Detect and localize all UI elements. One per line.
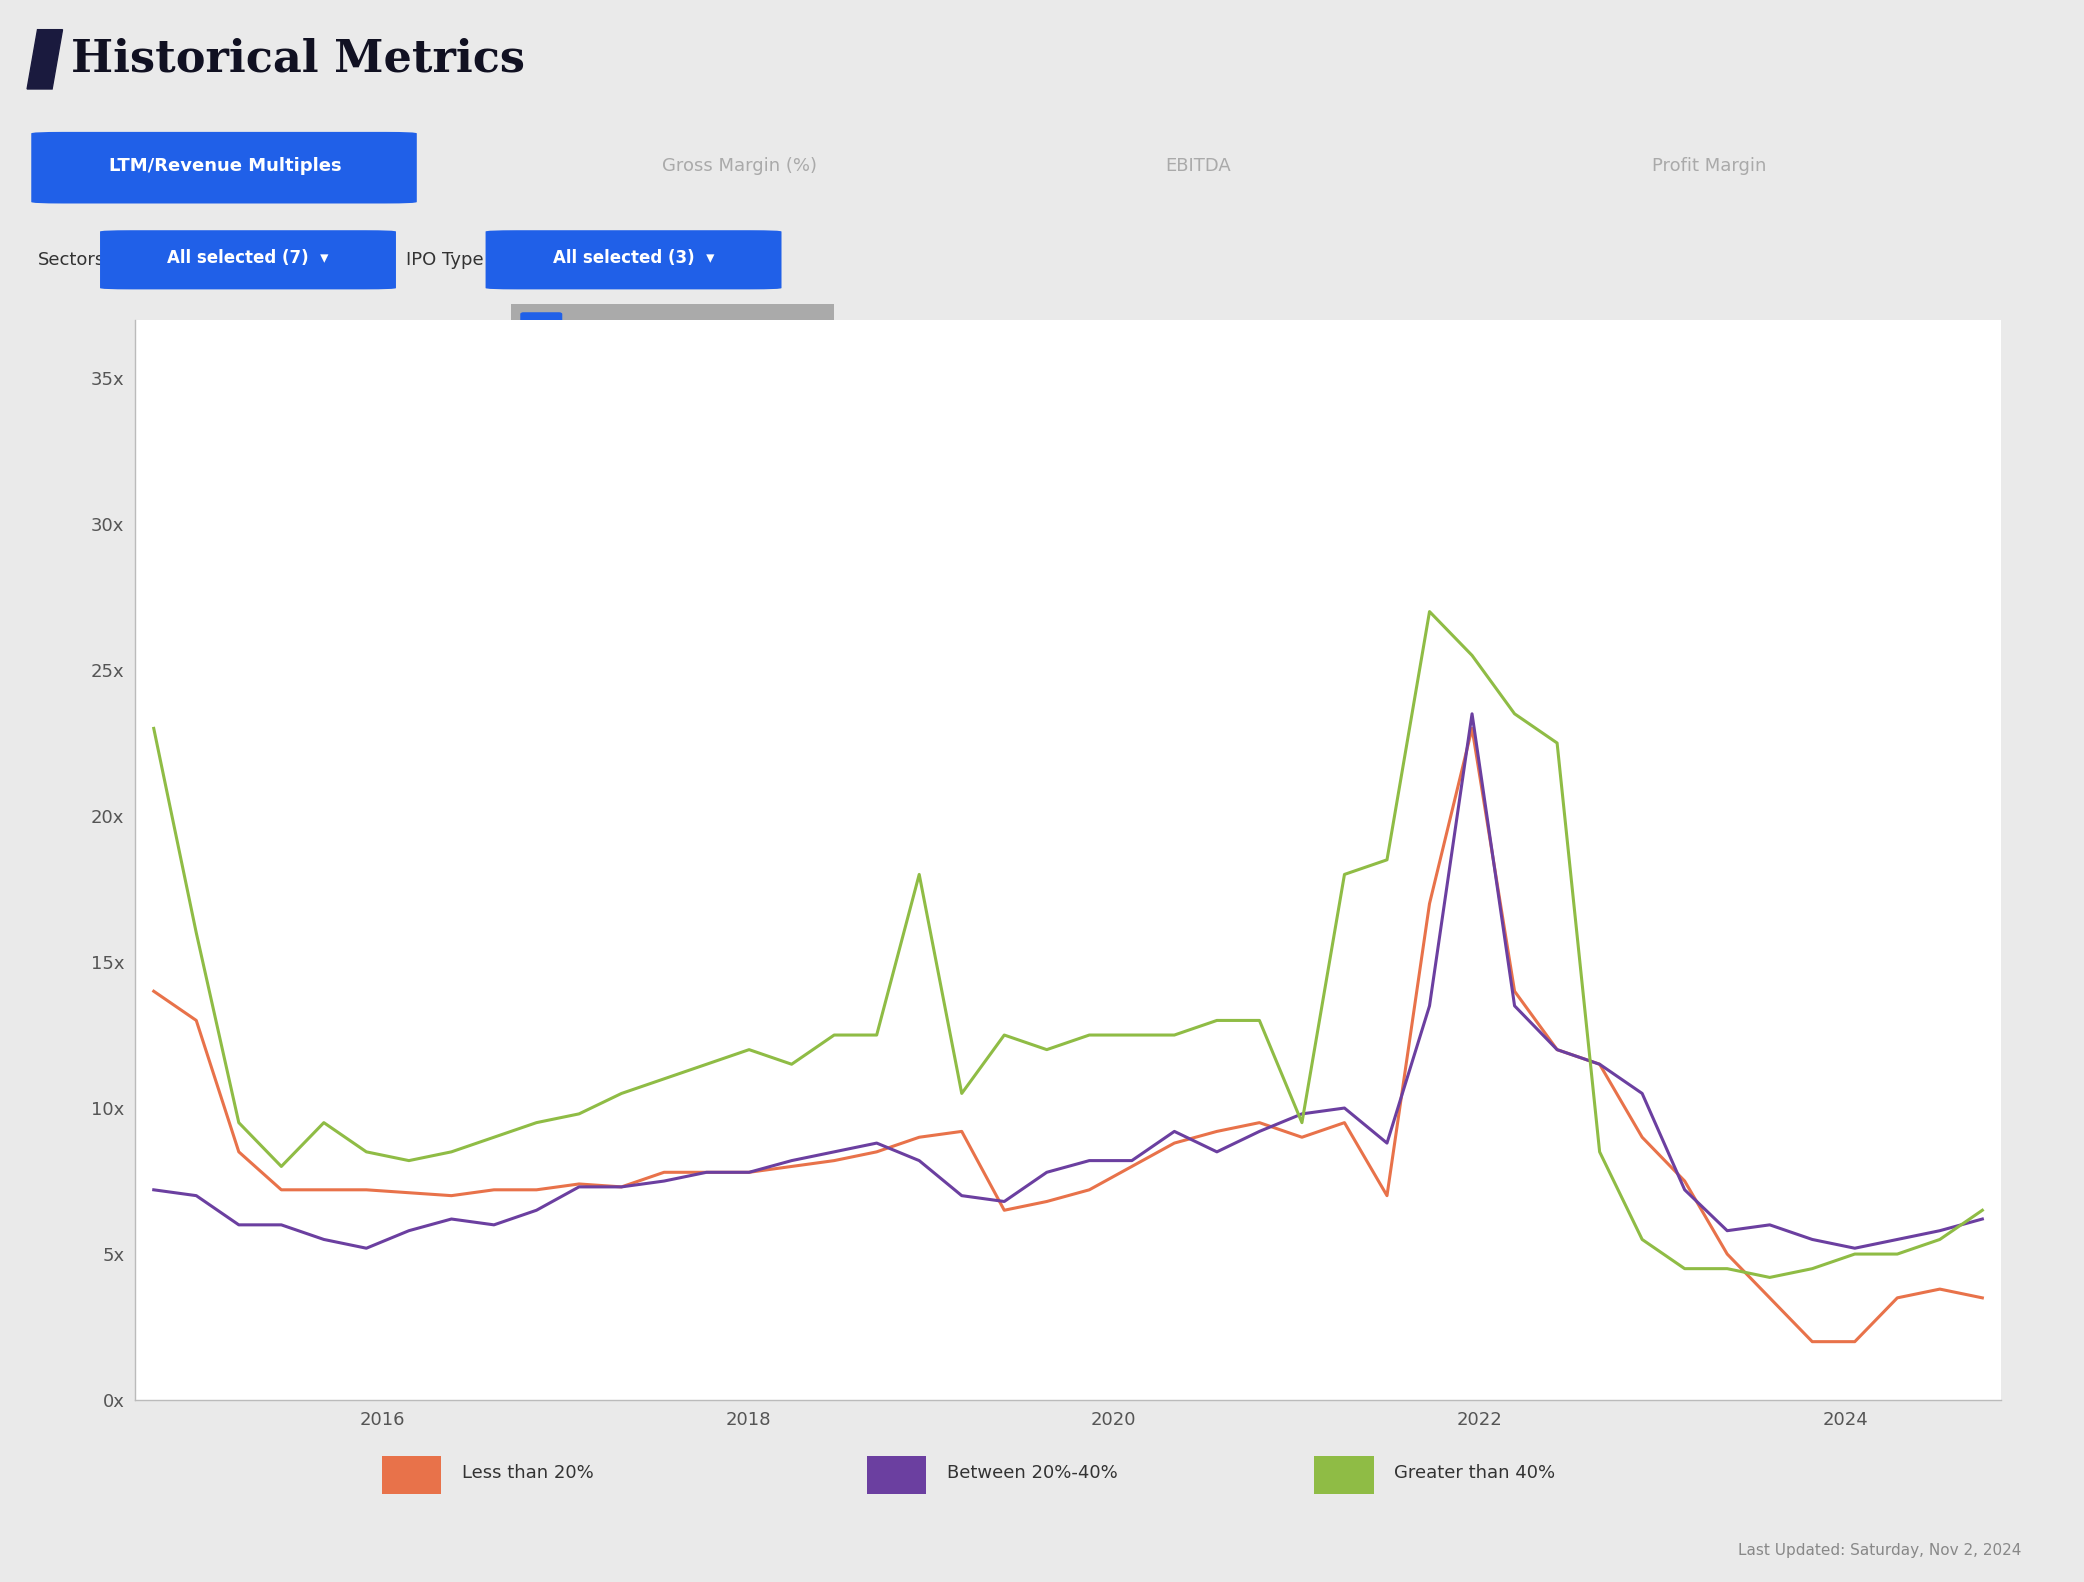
FancyBboxPatch shape: [100, 231, 396, 290]
Text: All selected (3)  ▾: All selected (3) ▾: [552, 250, 715, 267]
Text: ✓: ✓: [536, 449, 546, 462]
Text: Less than 20%: Less than 20%: [463, 1465, 594, 1482]
FancyBboxPatch shape: [31, 131, 417, 204]
FancyBboxPatch shape: [521, 373, 563, 416]
Text: Last Updated: Saturday, Nov 2, 2024: Last Updated: Saturday, Nov 2, 2024: [1738, 1542, 2021, 1558]
Text: IPO Type: IPO Type: [406, 252, 483, 269]
FancyBboxPatch shape: [521, 312, 563, 356]
Text: Historical Metrics: Historical Metrics: [71, 38, 525, 81]
Text: Traditional IPO: Traditional IPO: [581, 446, 702, 465]
Text: ✓: ✓: [536, 327, 546, 340]
FancyBboxPatch shape: [511, 304, 834, 364]
Text: Sectors: Sectors: [38, 252, 104, 269]
FancyBboxPatch shape: [511, 426, 834, 486]
Text: Greater than 40%: Greater than 40%: [1394, 1465, 1555, 1482]
Text: ✓: ✓: [536, 388, 546, 402]
FancyBboxPatch shape: [1315, 1455, 1373, 1495]
FancyBboxPatch shape: [511, 364, 834, 426]
Text: All selected (7)  ▾: All selected (7) ▾: [167, 250, 329, 267]
Text: Gross Margin (%): Gross Margin (%): [663, 157, 817, 174]
Polygon shape: [27, 30, 63, 89]
Text: Profit Margin: Profit Margin: [1653, 157, 1765, 174]
Text: Direct Listing: Direct Listing: [581, 386, 692, 403]
Text: LTM/Revenue Multiples: LTM/Revenue Multiples: [108, 157, 342, 174]
Text: SPAC: SPAC: [581, 324, 623, 343]
FancyBboxPatch shape: [521, 433, 563, 478]
Text: Between 20%-40%: Between 20%-40%: [946, 1465, 1117, 1482]
FancyBboxPatch shape: [867, 1455, 925, 1495]
FancyBboxPatch shape: [486, 231, 782, 290]
Text: EBITDA: EBITDA: [1165, 157, 1232, 174]
FancyBboxPatch shape: [381, 1455, 442, 1495]
